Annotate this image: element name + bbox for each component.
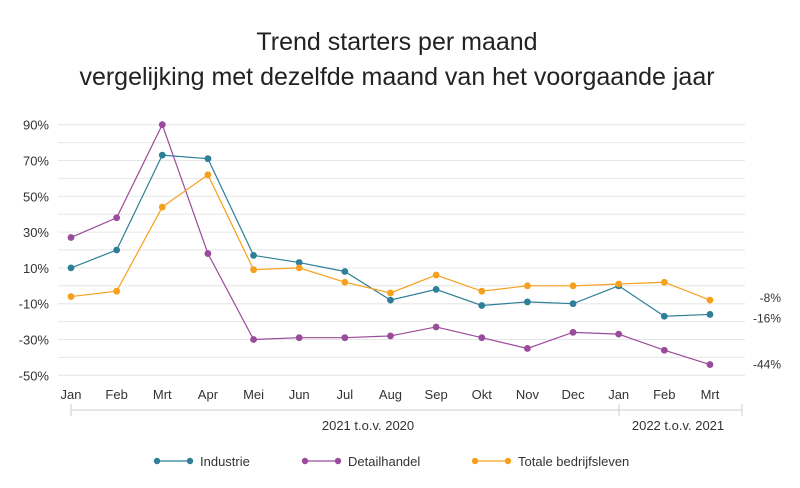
x-tick-label: Feb — [653, 387, 675, 402]
data-point[interactable] — [660, 312, 668, 320]
data-point[interactable] — [569, 300, 577, 308]
data-point[interactable] — [387, 332, 394, 340]
x-tick-label: Mei — [243, 387, 264, 402]
data-point[interactable] — [432, 271, 440, 279]
data-point[interactable] — [478, 334, 486, 342]
y-tick-label: -50% — [19, 368, 50, 383]
data-point[interactable] — [706, 361, 714, 368]
data-point[interactable] — [204, 171, 212, 179]
x-tick-label: Mrt — [701, 387, 720, 402]
legend-marker-icon — [186, 457, 194, 465]
legend-item[interactable]: Totale bedrijfsleven — [471, 454, 629, 469]
x-tick-label: Apr — [198, 387, 219, 402]
data-point[interactable] — [341, 268, 349, 275]
period-group-label: 2021 t.o.v. 2020 — [322, 418, 414, 433]
chart-title-line-2: vergelijking met dezelfde maand van het … — [79, 63, 714, 91]
data-point[interactable] — [387, 289, 394, 297]
legend-label: Detailhandel — [348, 454, 420, 469]
data-point[interactable] — [67, 264, 75, 272]
data-point[interactable] — [295, 334, 303, 342]
data-point[interactable] — [387, 296, 394, 304]
legend-label: Industrie — [200, 454, 250, 469]
series-industrie — [67, 151, 714, 320]
period-group-label: 2022 t.o.v. 2021 — [632, 418, 724, 433]
data-point[interactable] — [341, 278, 349, 286]
y-tick-label: 10% — [23, 261, 49, 276]
data-point[interactable] — [158, 121, 166, 129]
y-tick-label: -30% — [19, 333, 50, 348]
data-point[interactable] — [204, 155, 212, 163]
data-point[interactable] — [250, 266, 257, 274]
data-point[interactable] — [67, 234, 75, 241]
y-tick-label: 70% — [23, 154, 49, 169]
y-tick-label: 50% — [23, 189, 49, 204]
legend-label: Totale bedrijfsleven — [518, 454, 629, 469]
x-tick-label: Aug — [379, 387, 402, 402]
series-totale-bedrijfsleven — [67, 171, 714, 304]
chart-title-line-1: Trend starters per maand — [256, 28, 537, 56]
data-point[interactable] — [432, 285, 440, 293]
x-tick-label: Jul — [337, 387, 354, 402]
data-point[interactable] — [615, 330, 623, 338]
legend-marker-icon — [301, 457, 309, 465]
data-point[interactable] — [660, 346, 668, 354]
data-point[interactable] — [341, 334, 349, 342]
legend-marker-icon — [153, 457, 161, 465]
y-tick-label: 90% — [23, 118, 49, 133]
x-tick-label: Jan — [608, 387, 629, 402]
end-value-label: -16% — [753, 311, 781, 325]
data-point[interactable] — [113, 287, 121, 295]
x-tick-label: Nov — [516, 387, 540, 402]
y-tick-label: 30% — [23, 225, 49, 240]
data-point[interactable] — [478, 302, 486, 309]
data-point[interactable] — [113, 214, 121, 222]
data-point[interactable] — [706, 296, 714, 304]
legend-item[interactable]: Industrie — [153, 454, 250, 469]
legend-item[interactable]: Detailhandel — [301, 454, 421, 469]
y-tick-label: -10% — [19, 297, 50, 312]
data-point[interactable] — [478, 287, 486, 295]
data-point[interactable] — [615, 280, 623, 288]
x-tick-label: Mrt — [153, 387, 172, 402]
x-tick-label: Dec — [561, 387, 585, 402]
data-point[interactable] — [432, 323, 440, 331]
x-tick-label: Okt — [472, 387, 493, 402]
data-point[interactable] — [158, 203, 166, 211]
x-tick-label: Jan — [61, 387, 82, 402]
legend-marker-icon — [504, 457, 512, 465]
series-line — [70, 173, 711, 301]
data-point[interactable] — [524, 298, 531, 306]
data-point[interactable] — [204, 250, 212, 257]
data-point[interactable] — [569, 328, 577, 336]
series-detailhandel — [67, 121, 714, 368]
data-point[interactable] — [569, 282, 577, 290]
data-point[interactable] — [250, 251, 257, 259]
data-point[interactable] — [706, 311, 714, 318]
data-point[interactable] — [113, 246, 121, 254]
x-tick-label: Jun — [289, 387, 310, 402]
data-point[interactable] — [524, 282, 531, 290]
end-value-label: -8% — [760, 291, 782, 305]
data-point[interactable] — [158, 151, 166, 159]
legend-marker-icon — [471, 457, 479, 465]
data-point[interactable] — [660, 278, 668, 286]
data-point[interactable] — [295, 264, 303, 272]
end-value-label: -44% — [753, 358, 781, 372]
legend-marker-icon — [334, 457, 342, 465]
x-tick-label: Sep — [425, 387, 448, 402]
data-point[interactable] — [250, 336, 257, 343]
data-point[interactable] — [67, 293, 75, 300]
data-point[interactable] — [524, 345, 531, 352]
data-point[interactable] — [295, 259, 303, 266]
x-tick-label: Feb — [105, 387, 127, 402]
